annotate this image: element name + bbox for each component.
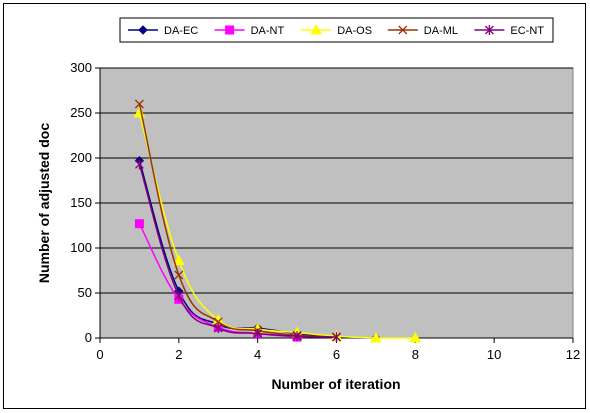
legend-label: EC-NT (510, 25, 544, 37)
y-tick-label: 0 (85, 330, 92, 345)
x-tick-label: 2 (175, 347, 182, 362)
legend-item-da-nt: DA-NT (214, 25, 285, 37)
marker-stroke (134, 99, 144, 109)
x-tick-label: 0 (96, 347, 103, 362)
y-axis-title: Number of adjusted doc (36, 123, 52, 283)
legend-marker (138, 25, 148, 35)
data-point-da-os (409, 331, 422, 343)
data-point-da-os (172, 254, 185, 266)
legend-item-da-os: DA-OS (301, 23, 372, 37)
legend-label: DA-NT (251, 25, 285, 37)
x-tick-label: 10 (487, 347, 501, 362)
y-tick-label: 250 (70, 105, 92, 120)
y-tick-label: 100 (70, 240, 92, 255)
legend-marker (225, 25, 235, 35)
marker-stroke (174, 270, 184, 280)
x-tick-label: 12 (566, 347, 580, 362)
legend: DA-EC DA-NT DA-OS DA-ML EC-NT (119, 17, 554, 43)
data-point-ec-nt (292, 331, 302, 342)
x-tick-label: 6 (333, 347, 340, 362)
x-tick-label: 4 (254, 347, 261, 362)
data-point-da-ml (134, 99, 144, 109)
series-line-da-os (138, 112, 416, 339)
legend-item-da-ec: DA-EC (128, 25, 198, 37)
marker-stroke (398, 25, 408, 35)
data-point-da-ml (174, 270, 184, 280)
data-point-ec-nt (213, 323, 223, 334)
y-tick-label: 300 (70, 60, 92, 75)
data-point-da-os (370, 331, 382, 343)
legend-item-ec-nt: EC-NT (474, 25, 544, 37)
data-point-ec-nt (332, 332, 341, 343)
data-point-ec-nt (134, 159, 144, 170)
data-point-ec-nt (253, 328, 263, 339)
data-point-da-nt (134, 219, 144, 229)
data-point-da-ml (213, 317, 223, 327)
series-ec-nt (134, 159, 341, 343)
y-tick-label: 50 (78, 285, 92, 300)
legend-item-da-ml: DA-ML (387, 25, 458, 37)
y-tick-label: 150 (70, 195, 92, 210)
legend-marker (484, 25, 494, 35)
data-point-ec-nt (174, 290, 184, 301)
legend-label: DA-ML (424, 25, 458, 37)
marker-stroke (213, 317, 223, 327)
series-layer (133, 99, 422, 343)
y-tick-label: 200 (70, 150, 92, 165)
legend-label: DA-OS (337, 25, 372, 37)
x-tick-label: 8 (412, 347, 419, 362)
legend-label: DA-EC (164, 25, 198, 37)
legend-marker (398, 25, 408, 35)
x-axis-title: Number of iteration (271, 376, 400, 392)
legend-marker (310, 23, 323, 35)
axes: 0 50 100 150 200 250 300 0 2 4 6 8 10 12 (70, 60, 580, 362)
